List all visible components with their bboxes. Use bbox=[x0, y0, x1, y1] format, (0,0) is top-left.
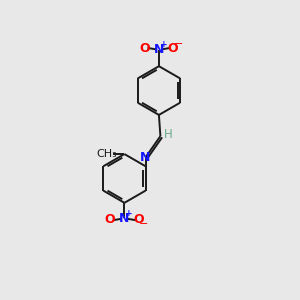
Text: +: + bbox=[160, 40, 167, 49]
Text: H: H bbox=[164, 128, 173, 141]
Text: O: O bbox=[168, 42, 178, 55]
Text: CH₃: CH₃ bbox=[96, 149, 117, 159]
Text: N: N bbox=[119, 212, 130, 225]
Text: N: N bbox=[154, 43, 164, 56]
Text: O: O bbox=[139, 42, 150, 55]
Text: +: + bbox=[125, 209, 133, 218]
Text: −: − bbox=[139, 219, 148, 229]
Text: −: − bbox=[173, 40, 183, 50]
Text: N: N bbox=[140, 151, 151, 164]
Text: O: O bbox=[105, 213, 116, 226]
Text: O: O bbox=[134, 213, 144, 226]
